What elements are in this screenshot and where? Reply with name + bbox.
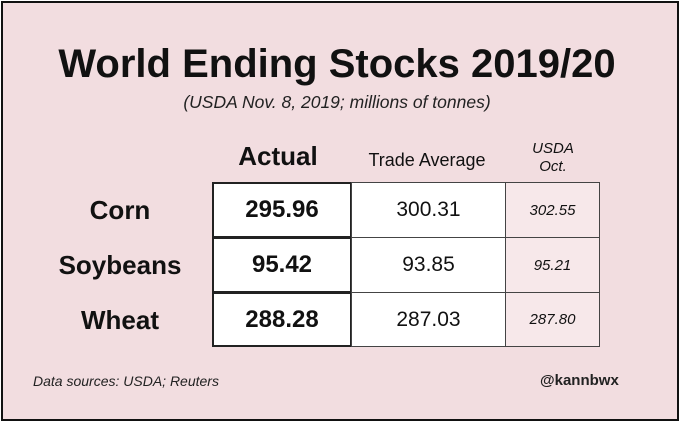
column-header-usda-line1: USDA (532, 140, 574, 157)
cell-soybeans-trade-average: 93.85 (351, 237, 506, 293)
chart-subtitle: (USDA Nov. 8, 2019; millions of tonnes) (183, 92, 491, 112)
row-label-wheat: Wheat (81, 305, 159, 335)
chart-title: World Ending Stocks 2019/20 (58, 42, 616, 86)
cell-wheat-usda-oct: 287.80 (505, 292, 600, 347)
row-label-soybeans: Soybeans (58, 250, 182, 280)
cell-corn-actual: 295.96 (212, 182, 352, 238)
cell-wheat-actual: 288.28 (212, 292, 352, 347)
column-header-trade-average: Trade Average (368, 150, 486, 170)
cell-soybeans-usda-oct: 95.21 (505, 237, 600, 293)
data-source-note: Data sources: USDA; Reuters (33, 373, 219, 389)
cell-soybeans-actual: 95.42 (212, 237, 352, 293)
cell-corn-usda-oct: 302.55 (505, 182, 600, 238)
cell-wheat-trade-average: 287.03 (351, 292, 506, 347)
cell-corn-trade-average: 300.31 (351, 182, 506, 238)
author-handle: @kannbwx (540, 372, 619, 389)
column-header-usda-line2: Oct. (539, 158, 567, 175)
column-header-actual: Actual (238, 141, 318, 171)
column-header-usda-oct: USDA Oct. (506, 140, 600, 176)
row-label-corn: Corn (89, 195, 151, 225)
